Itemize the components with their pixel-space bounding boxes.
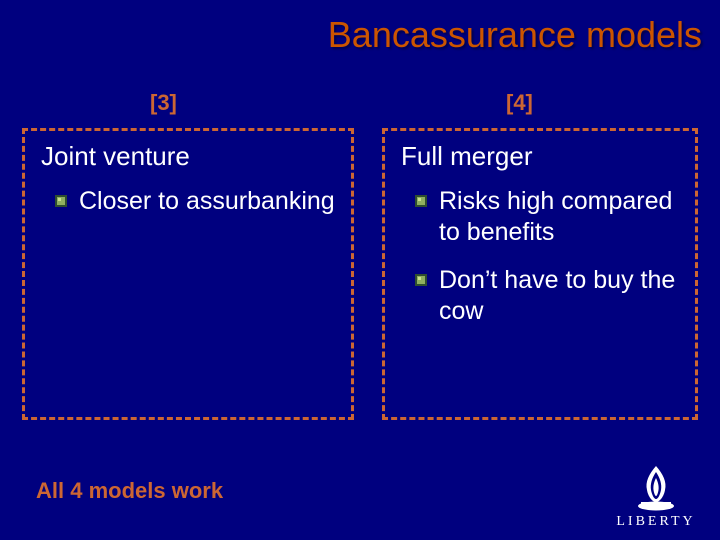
card-title-left: Joint venture — [41, 141, 335, 172]
column-label-left: [3] — [150, 90, 177, 116]
bullet-text: Closer to assurbanking — [79, 187, 335, 215]
card-title-right: Full merger — [401, 141, 679, 172]
slide-title: Bancassurance models — [328, 14, 702, 56]
flame-icon — [631, 462, 681, 512]
bullet-icon — [415, 195, 427, 207]
bullet-list-left: Closer to assurbanking — [41, 186, 335, 217]
list-item: Don’t have to buy the cow — [401, 265, 679, 328]
card-full-merger: Full merger Risks high compared to benef… — [382, 128, 698, 420]
bullet-icon — [55, 195, 67, 207]
bullet-icon — [415, 274, 427, 286]
list-item: Closer to assurbanking — [41, 186, 335, 217]
column-label-right: [4] — [506, 90, 533, 116]
bullet-text: Risks high compared to benefits — [439, 187, 672, 246]
liberty-logo: LIBERTY — [606, 462, 706, 530]
bullet-list-right: Risks high compared to benefits Don’t ha… — [401, 186, 679, 327]
footer-note: All 4 models work — [36, 478, 223, 504]
bullet-text: Don’t have to buy the cow — [439, 266, 675, 325]
logo-brand-text: LIBERTY — [606, 514, 706, 530]
card-joint-venture: Joint venture Closer to assurbanking — [22, 128, 354, 420]
list-item: Risks high compared to benefits — [401, 186, 679, 249]
